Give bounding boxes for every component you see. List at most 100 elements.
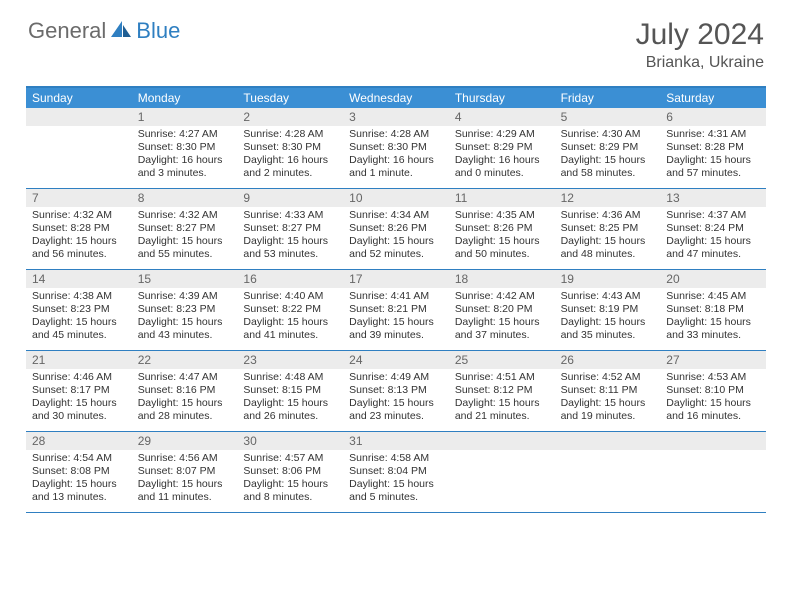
day-body: Sunrise: 4:35 AMSunset: 8:26 PMDaylight:… bbox=[449, 207, 555, 266]
sunrise-text: Sunrise: 4:45 AM bbox=[666, 290, 760, 303]
sunset-text: Sunset: 8:30 PM bbox=[349, 141, 443, 154]
day-body: Sunrise: 4:28 AMSunset: 8:30 PMDaylight:… bbox=[237, 126, 343, 185]
sunrise-text: Sunrise: 4:56 AM bbox=[138, 452, 232, 465]
day-cell: 13Sunrise: 4:37 AMSunset: 8:24 PMDayligh… bbox=[660, 189, 766, 269]
day-body: Sunrise: 4:33 AMSunset: 8:27 PMDaylight:… bbox=[237, 207, 343, 266]
day-body: Sunrise: 4:48 AMSunset: 8:15 PMDaylight:… bbox=[237, 369, 343, 428]
day-body bbox=[555, 450, 661, 456]
day-number: 26 bbox=[555, 351, 661, 369]
day-number: 21 bbox=[26, 351, 132, 369]
day-number: 30 bbox=[237, 432, 343, 450]
daylight-text: Daylight: 15 hours and 57 minutes. bbox=[666, 154, 760, 180]
day-body: Sunrise: 4:34 AMSunset: 8:26 PMDaylight:… bbox=[343, 207, 449, 266]
week-row: 7Sunrise: 4:32 AMSunset: 8:28 PMDaylight… bbox=[26, 189, 766, 270]
sunrise-text: Sunrise: 4:42 AM bbox=[455, 290, 549, 303]
day-number: 10 bbox=[343, 189, 449, 207]
sunrise-text: Sunrise: 4:48 AM bbox=[243, 371, 337, 384]
daylight-text: Daylight: 15 hours and 39 minutes. bbox=[349, 316, 443, 342]
daylight-text: Daylight: 15 hours and 30 minutes. bbox=[32, 397, 126, 423]
sunset-text: Sunset: 8:21 PM bbox=[349, 303, 443, 316]
sunrise-text: Sunrise: 4:57 AM bbox=[243, 452, 337, 465]
daylight-text: Daylight: 15 hours and 41 minutes. bbox=[243, 316, 337, 342]
sunset-text: Sunset: 8:23 PM bbox=[32, 303, 126, 316]
daylight-text: Daylight: 16 hours and 0 minutes. bbox=[455, 154, 549, 180]
day-cell: 11Sunrise: 4:35 AMSunset: 8:26 PMDayligh… bbox=[449, 189, 555, 269]
day-number: 13 bbox=[660, 189, 766, 207]
sunset-text: Sunset: 8:24 PM bbox=[666, 222, 760, 235]
day-cell: 17Sunrise: 4:41 AMSunset: 8:21 PMDayligh… bbox=[343, 270, 449, 350]
day-cell: 20Sunrise: 4:45 AMSunset: 8:18 PMDayligh… bbox=[660, 270, 766, 350]
daylight-text: Daylight: 15 hours and 47 minutes. bbox=[666, 235, 760, 261]
day-cell: 25Sunrise: 4:51 AMSunset: 8:12 PMDayligh… bbox=[449, 351, 555, 431]
day-cell: 21Sunrise: 4:46 AMSunset: 8:17 PMDayligh… bbox=[26, 351, 132, 431]
day-body: Sunrise: 4:47 AMSunset: 8:16 PMDaylight:… bbox=[132, 369, 238, 428]
day-cell: 18Sunrise: 4:42 AMSunset: 8:20 PMDayligh… bbox=[449, 270, 555, 350]
sunrise-text: Sunrise: 4:53 AM bbox=[666, 371, 760, 384]
day-number: 6 bbox=[660, 108, 766, 126]
day-cell: 27Sunrise: 4:53 AMSunset: 8:10 PMDayligh… bbox=[660, 351, 766, 431]
day-cell: 8Sunrise: 4:32 AMSunset: 8:27 PMDaylight… bbox=[132, 189, 238, 269]
day-cell: 10Sunrise: 4:34 AMSunset: 8:26 PMDayligh… bbox=[343, 189, 449, 269]
day-of-week-row: SundayMondayTuesdayWednesdayThursdayFrid… bbox=[26, 88, 766, 108]
day-number: 3 bbox=[343, 108, 449, 126]
day-number: 19 bbox=[555, 270, 661, 288]
daylight-text: Daylight: 15 hours and 53 minutes. bbox=[243, 235, 337, 261]
day-cell: . bbox=[26, 108, 132, 188]
day-body: Sunrise: 4:36 AMSunset: 8:25 PMDaylight:… bbox=[555, 207, 661, 266]
sunset-text: Sunset: 8:19 PM bbox=[561, 303, 655, 316]
sunset-text: Sunset: 8:20 PM bbox=[455, 303, 549, 316]
day-cell: 4Sunrise: 4:29 AMSunset: 8:29 PMDaylight… bbox=[449, 108, 555, 188]
day-number: 27 bbox=[660, 351, 766, 369]
sunset-text: Sunset: 8:30 PM bbox=[243, 141, 337, 154]
dow-cell: Sunday bbox=[26, 88, 132, 108]
day-number: 8 bbox=[132, 189, 238, 207]
dow-cell: Tuesday bbox=[237, 88, 343, 108]
day-number: 18 bbox=[449, 270, 555, 288]
sunrise-text: Sunrise: 4:31 AM bbox=[666, 128, 760, 141]
dow-cell: Saturday bbox=[660, 88, 766, 108]
day-number: 22 bbox=[132, 351, 238, 369]
day-cell: 5Sunrise: 4:30 AMSunset: 8:29 PMDaylight… bbox=[555, 108, 661, 188]
dow-cell: Friday bbox=[555, 88, 661, 108]
day-body: Sunrise: 4:41 AMSunset: 8:21 PMDaylight:… bbox=[343, 288, 449, 347]
day-number: 15 bbox=[132, 270, 238, 288]
header: General Blue July 2024 Brianka, Ukraine bbox=[0, 0, 792, 80]
sunset-text: Sunset: 8:13 PM bbox=[349, 384, 443, 397]
daylight-text: Daylight: 15 hours and 35 minutes. bbox=[561, 316, 655, 342]
sunrise-text: Sunrise: 4:28 AM bbox=[349, 128, 443, 141]
day-number: 11 bbox=[449, 189, 555, 207]
calendar: SundayMondayTuesdayWednesdayThursdayFrid… bbox=[26, 86, 766, 513]
day-number: 20 bbox=[660, 270, 766, 288]
sunrise-text: Sunrise: 4:35 AM bbox=[455, 209, 549, 222]
title-block: July 2024 Brianka, Ukraine bbox=[636, 18, 764, 72]
sunset-text: Sunset: 8:25 PM bbox=[561, 222, 655, 235]
day-cell: 2Sunrise: 4:28 AMSunset: 8:30 PMDaylight… bbox=[237, 108, 343, 188]
sunset-text: Sunset: 8:23 PM bbox=[138, 303, 232, 316]
daylight-text: Daylight: 15 hours and 28 minutes. bbox=[138, 397, 232, 423]
daylight-text: Daylight: 16 hours and 1 minute. bbox=[349, 154, 443, 180]
sunrise-text: Sunrise: 4:52 AM bbox=[561, 371, 655, 384]
daylight-text: Daylight: 15 hours and 45 minutes. bbox=[32, 316, 126, 342]
daylight-text: Daylight: 16 hours and 3 minutes. bbox=[138, 154, 232, 180]
daylight-text: Daylight: 15 hours and 23 minutes. bbox=[349, 397, 443, 423]
weeks-container: .1Sunrise: 4:27 AMSunset: 8:30 PMDayligh… bbox=[26, 108, 766, 513]
day-body: Sunrise: 4:58 AMSunset: 8:04 PMDaylight:… bbox=[343, 450, 449, 509]
sunset-text: Sunset: 8:18 PM bbox=[666, 303, 760, 316]
day-body: Sunrise: 4:28 AMSunset: 8:30 PMDaylight:… bbox=[343, 126, 449, 185]
day-number: . bbox=[449, 432, 555, 450]
month-title: July 2024 bbox=[636, 18, 764, 52]
day-body: Sunrise: 4:37 AMSunset: 8:24 PMDaylight:… bbox=[660, 207, 766, 266]
day-cell: 22Sunrise: 4:47 AMSunset: 8:16 PMDayligh… bbox=[132, 351, 238, 431]
daylight-text: Daylight: 15 hours and 55 minutes. bbox=[138, 235, 232, 261]
sunrise-text: Sunrise: 4:40 AM bbox=[243, 290, 337, 303]
day-number: 16 bbox=[237, 270, 343, 288]
dow-cell: Monday bbox=[132, 88, 238, 108]
day-cell: 28Sunrise: 4:54 AMSunset: 8:08 PMDayligh… bbox=[26, 432, 132, 512]
day-number: 31 bbox=[343, 432, 449, 450]
sunset-text: Sunset: 8:28 PM bbox=[666, 141, 760, 154]
daylight-text: Daylight: 15 hours and 43 minutes. bbox=[138, 316, 232, 342]
daylight-text: Daylight: 15 hours and 58 minutes. bbox=[561, 154, 655, 180]
day-body: Sunrise: 4:56 AMSunset: 8:07 PMDaylight:… bbox=[132, 450, 238, 509]
day-body: Sunrise: 4:54 AMSunset: 8:08 PMDaylight:… bbox=[26, 450, 132, 509]
day-body: Sunrise: 4:29 AMSunset: 8:29 PMDaylight:… bbox=[449, 126, 555, 185]
